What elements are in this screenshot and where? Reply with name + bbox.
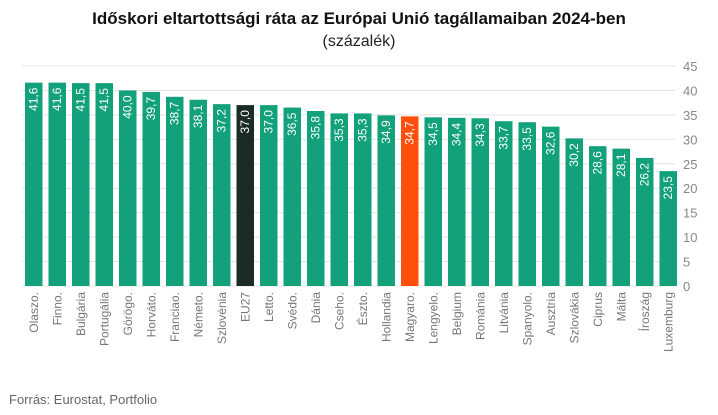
category-label: Letto. bbox=[262, 292, 276, 322]
category-label: Görögo. bbox=[121, 292, 135, 335]
bar bbox=[25, 82, 43, 286]
bar bbox=[589, 146, 607, 286]
bar bbox=[330, 113, 348, 286]
bar-value-label: 35,3 bbox=[356, 118, 370, 142]
category-label: Belgium bbox=[450, 292, 464, 335]
bar-value-label: 33,7 bbox=[497, 126, 511, 150]
category-label: Szlovákia bbox=[567, 292, 581, 344]
bar-value-label: 30,2 bbox=[567, 143, 581, 167]
category-label: Bulgária bbox=[74, 292, 88, 336]
bar bbox=[142, 91, 160, 287]
bar-value-label: 41,6 bbox=[50, 87, 64, 111]
bar-value-label: 33,5 bbox=[520, 127, 534, 151]
bar-value-label: 34,4 bbox=[450, 122, 464, 146]
category-label: Litvánia bbox=[497, 292, 511, 334]
category-label: Íroszág bbox=[637, 292, 652, 331]
bar bbox=[189, 99, 207, 286]
category-label: Németo. bbox=[191, 292, 205, 337]
y-tick-label: 25 bbox=[683, 157, 697, 172]
bar bbox=[48, 82, 66, 286]
bar bbox=[659, 171, 677, 286]
y-tick-label: 35 bbox=[683, 108, 697, 123]
bar bbox=[636, 157, 654, 286]
bar-value-label: 34,3 bbox=[473, 123, 487, 147]
category-label: Spanyolo. bbox=[520, 292, 534, 345]
bar bbox=[307, 110, 325, 286]
category-label: Málta bbox=[614, 292, 628, 322]
bar bbox=[612, 148, 630, 286]
bar bbox=[236, 105, 254, 286]
bar bbox=[495, 121, 513, 286]
category-label: Olaszo. bbox=[27, 292, 41, 333]
category-label: Horváto. bbox=[144, 292, 158, 337]
category-label: Finno. bbox=[50, 292, 64, 325]
category-label: EU27 bbox=[238, 292, 252, 322]
category-label: Ciprus bbox=[591, 292, 605, 327]
category-label: Hollandia bbox=[379, 292, 393, 342]
category-label: Magyaro. bbox=[403, 292, 417, 342]
category-label: Lengyelo. bbox=[426, 292, 440, 344]
category-label: Szlovénia bbox=[215, 292, 229, 344]
bar bbox=[424, 117, 442, 286]
bar-value-label: 38,1 bbox=[191, 104, 205, 128]
source-note: Forrás: Eurostat, Portfolio bbox=[9, 392, 158, 407]
category-label: Luxemburg bbox=[661, 292, 675, 352]
bar-value-label: 35,3 bbox=[332, 118, 346, 142]
bar bbox=[448, 117, 466, 286]
category-label: Észto. bbox=[355, 292, 370, 325]
category-label: Cseho. bbox=[332, 292, 346, 330]
bar-value-label: 23,5 bbox=[661, 176, 675, 200]
bar bbox=[354, 113, 372, 286]
bar bbox=[401, 116, 419, 286]
bar-value-label: 41,5 bbox=[97, 88, 111, 112]
bar-value-label: 34,9 bbox=[379, 120, 393, 144]
bar-value-label: 40,0 bbox=[121, 95, 135, 119]
y-tick-label: 30 bbox=[683, 132, 697, 147]
bar-value-label: 38,7 bbox=[168, 101, 182, 125]
y-tick-label: 45 bbox=[683, 59, 697, 74]
bar-value-label: 37,0 bbox=[238, 110, 252, 134]
bar-value-label: 26,2 bbox=[638, 163, 652, 187]
bar bbox=[283, 107, 301, 286]
category-label: Svédo. bbox=[285, 292, 299, 329]
bar-value-label: 34,5 bbox=[426, 122, 440, 146]
y-tick-label: 40 bbox=[683, 83, 697, 98]
bar-value-label: 39,7 bbox=[144, 97, 158, 121]
bar-value-label: 32,6 bbox=[544, 131, 558, 155]
bar bbox=[377, 115, 395, 286]
bar-value-label: 41,5 bbox=[74, 88, 88, 112]
y-tick-label: 5 bbox=[683, 255, 690, 270]
bar-value-label: 41,6 bbox=[27, 87, 41, 111]
bar bbox=[119, 90, 137, 286]
bar-value-label: 28,6 bbox=[591, 151, 605, 175]
category-label: Ausztria bbox=[544, 292, 558, 336]
bar bbox=[213, 104, 231, 286]
y-tick-label: 10 bbox=[683, 230, 697, 245]
bar-value-label: 34,7 bbox=[403, 121, 417, 145]
y-tick-label: 0 bbox=[683, 279, 690, 294]
bar bbox=[72, 83, 90, 286]
bar-value-label: 35,8 bbox=[309, 116, 323, 140]
bar bbox=[166, 96, 184, 286]
y-tick-label: 20 bbox=[683, 181, 697, 196]
category-label: Románia bbox=[473, 292, 487, 340]
bar-value-label: 37,0 bbox=[262, 110, 276, 134]
y-tick-label: 15 bbox=[683, 206, 697, 221]
chart-subtitle: (százalék) bbox=[322, 33, 396, 50]
bar bbox=[471, 118, 489, 286]
bar-value-label: 36,5 bbox=[285, 112, 299, 136]
bar-value-label: 28,1 bbox=[614, 153, 628, 177]
bar-value-label: 37,2 bbox=[215, 109, 229, 133]
bar bbox=[542, 126, 560, 286]
bar bbox=[260, 105, 278, 286]
bar bbox=[565, 138, 583, 286]
category-label: Portugália bbox=[97, 292, 111, 346]
bar bbox=[95, 83, 113, 286]
category-label: Franciao. bbox=[168, 292, 182, 342]
chart-title: Időskori eltartottsági ráta az Európai U… bbox=[92, 9, 626, 28]
category-label: Dánia bbox=[309, 292, 323, 324]
bar bbox=[518, 122, 536, 286]
